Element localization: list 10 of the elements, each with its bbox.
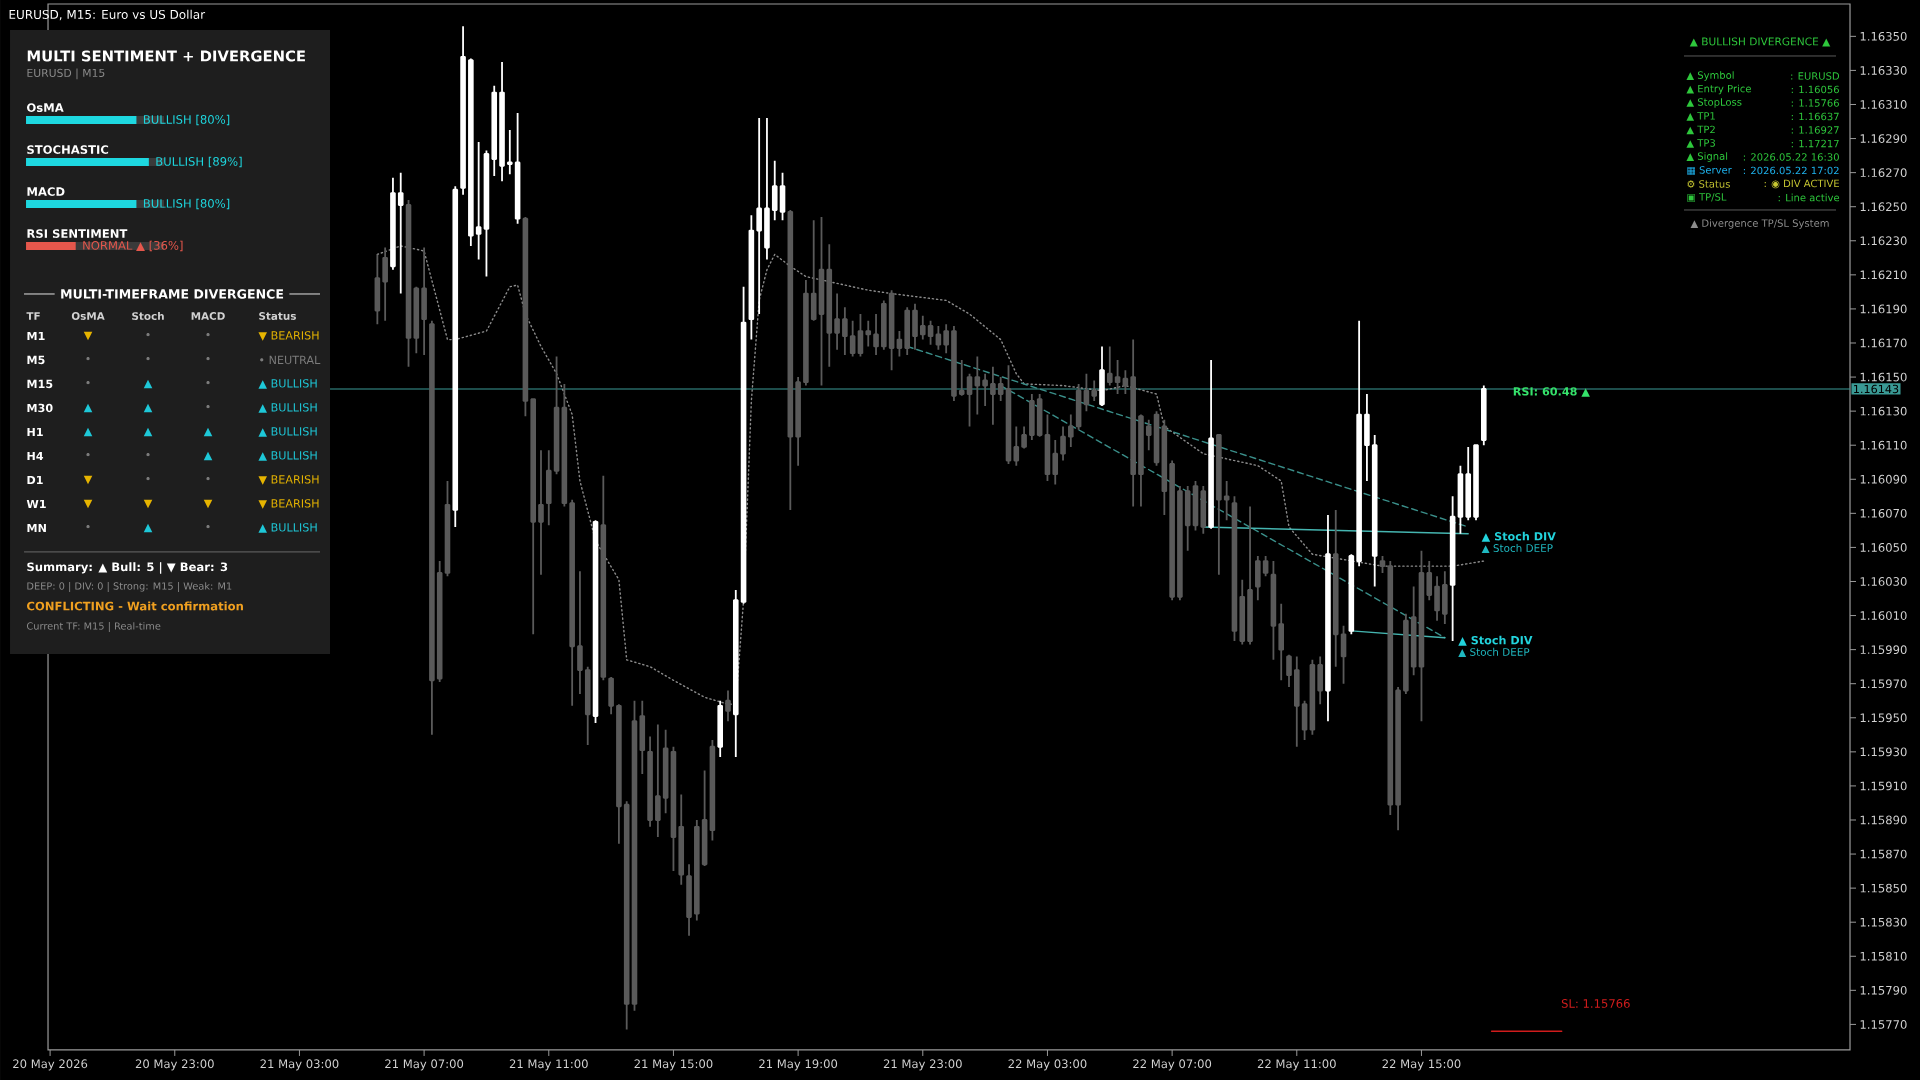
candlestick xyxy=(1325,514,1331,723)
candlestick xyxy=(717,699,723,758)
candlestick xyxy=(452,185,459,528)
candlestick xyxy=(1473,444,1479,522)
candlestick xyxy=(1099,345,1105,407)
candlestick xyxy=(514,112,521,225)
candlestick xyxy=(1208,359,1214,530)
candlestick xyxy=(1480,384,1487,447)
candlestick xyxy=(499,61,505,183)
candlestick xyxy=(397,171,404,295)
